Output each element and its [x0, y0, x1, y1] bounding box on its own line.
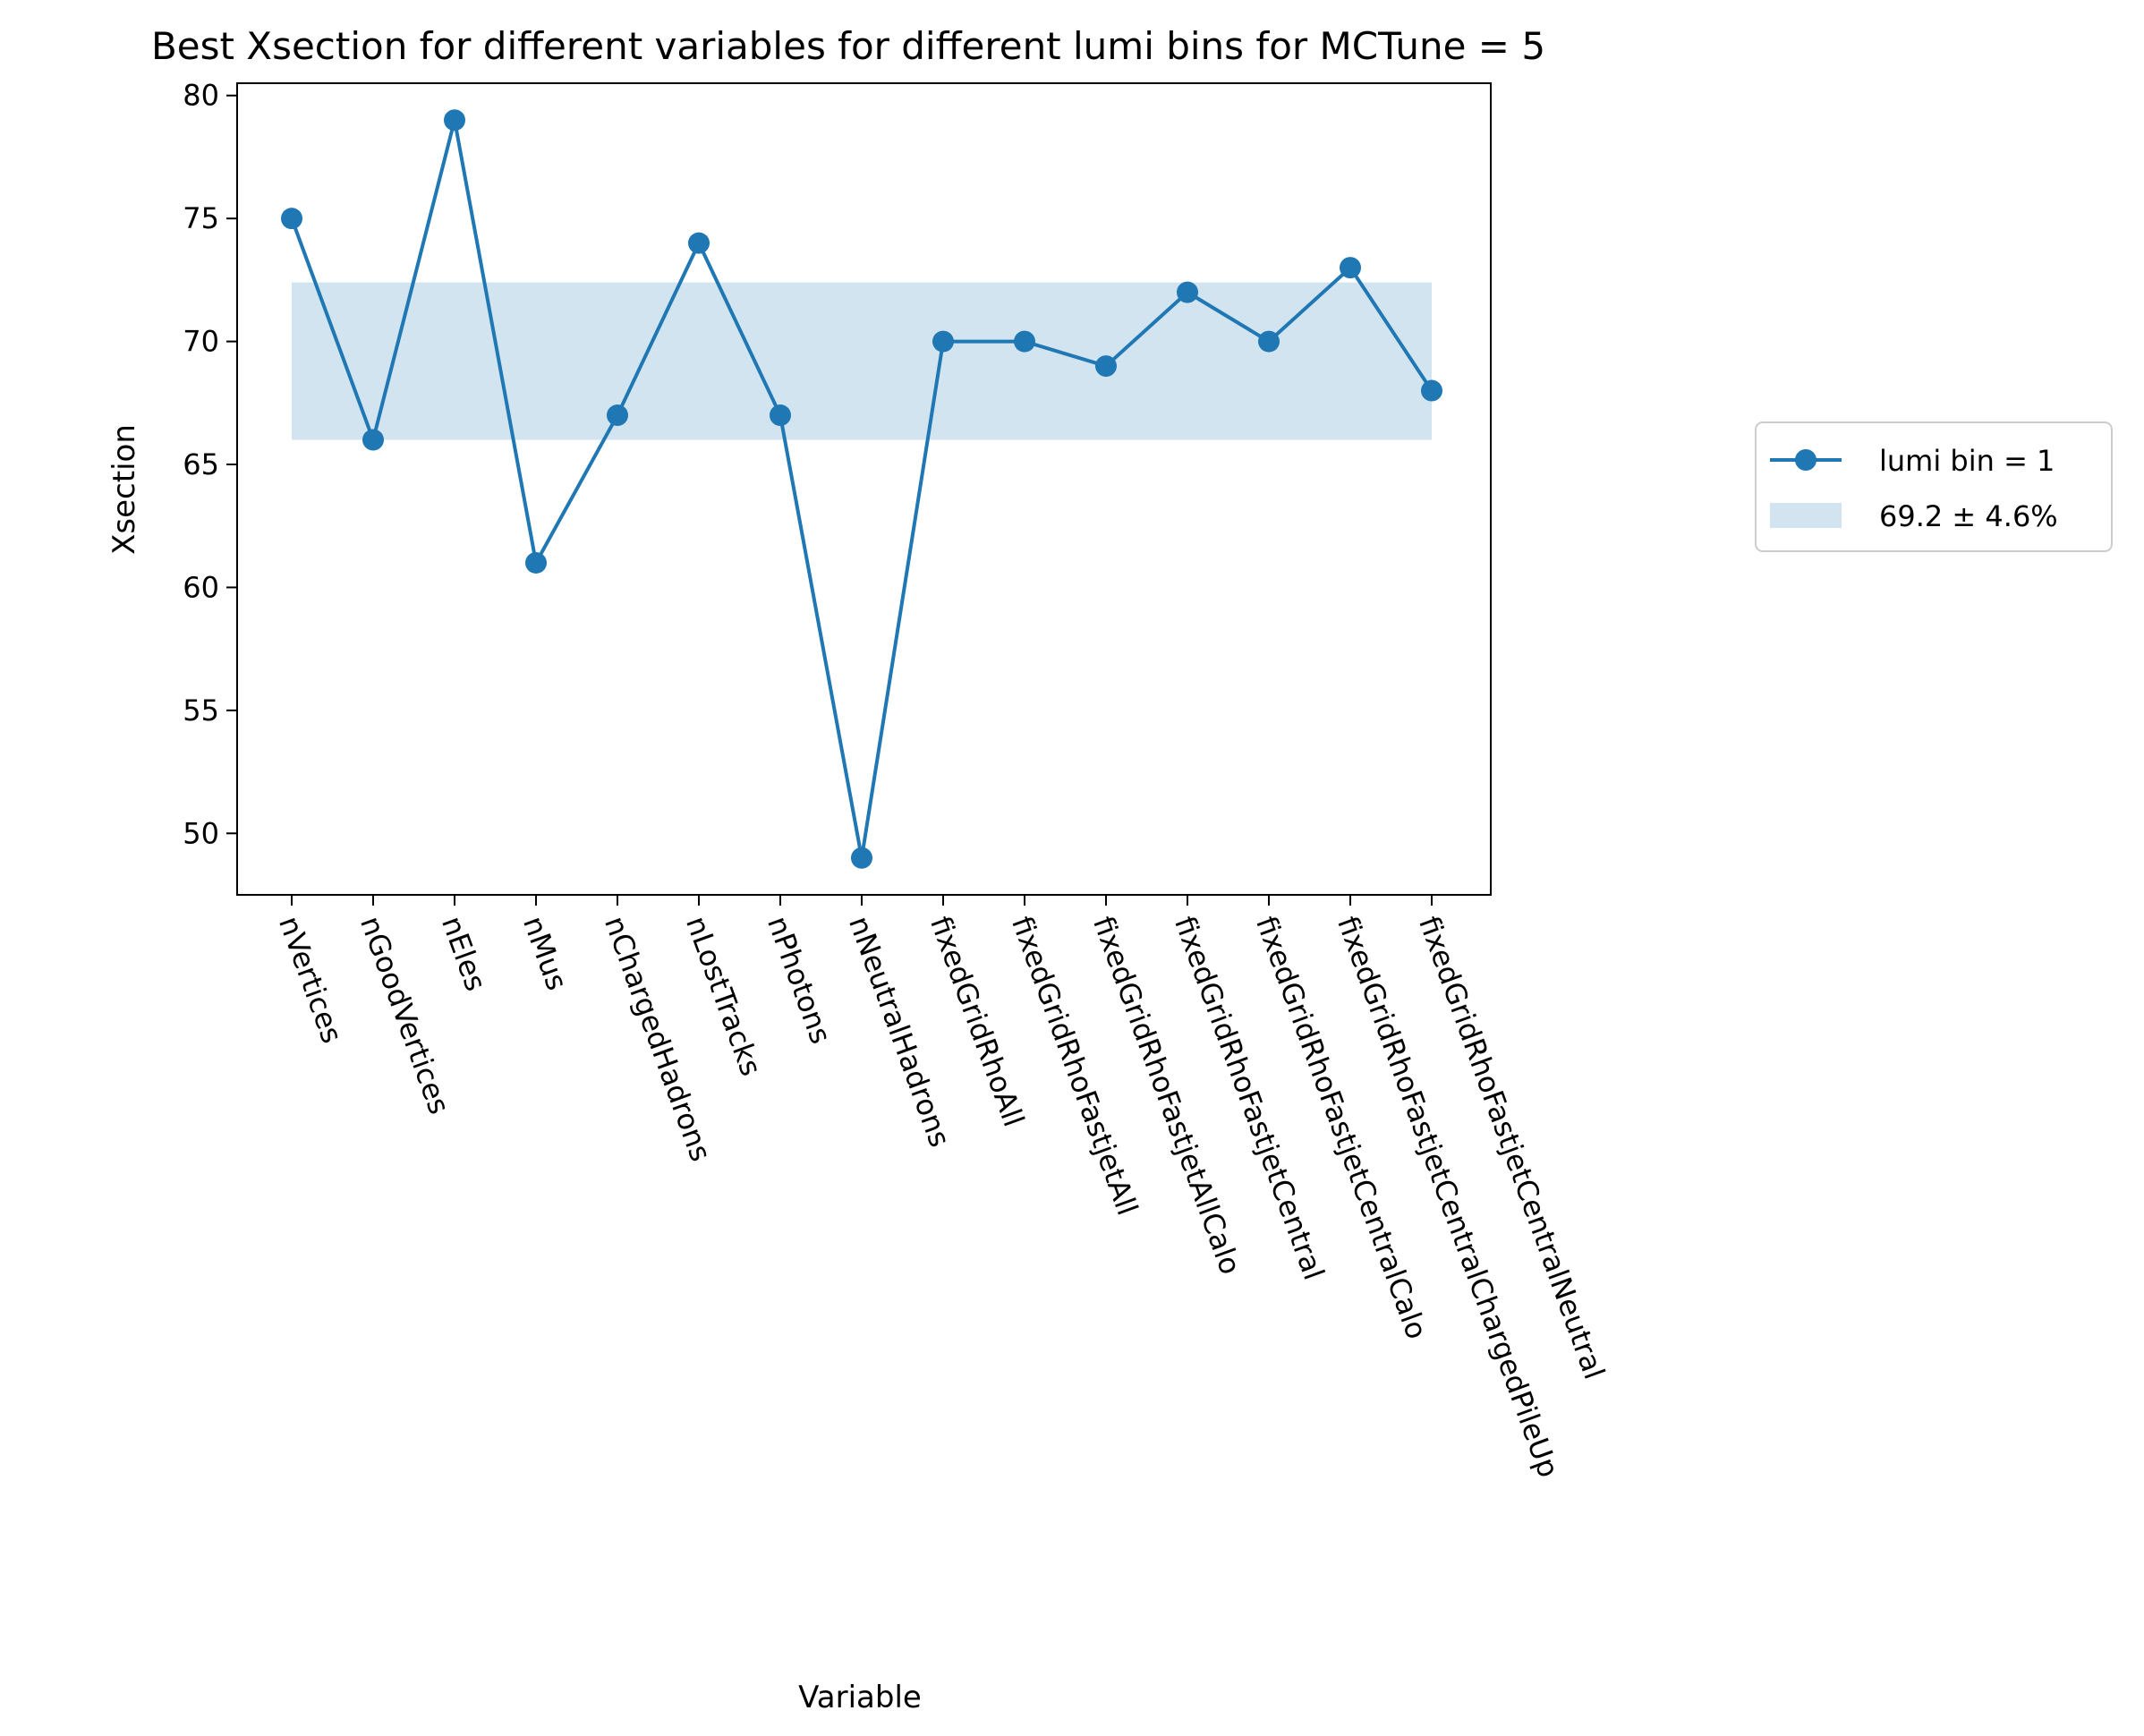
data-point-fixedGridRhoAll [932, 330, 954, 353]
data-point-fixedGridRhoFastjetCentralChargedPileUp [1340, 257, 1361, 279]
data-point-nMus [525, 551, 547, 574]
legend-label-series: lumi bin = 1 [1879, 444, 2055, 478]
y-tick-label-60: 60 [183, 570, 219, 604]
data-point-nNeutralHadrons [851, 847, 872, 869]
band-area [292, 282, 1432, 440]
legend-band-swatch [1770, 503, 1842, 528]
plot-area [281, 109, 1442, 869]
y-tick-label-70: 70 [183, 325, 219, 359]
legend-marker-swatch [1795, 449, 1816, 471]
data-point-fixedGridRhoFastjetAll [1014, 330, 1035, 353]
legend-box [1755, 421, 2113, 552]
y-tick-label-50: 50 [183, 816, 219, 850]
x-axis-label: Variable [798, 1680, 922, 1715]
legend-label-band: 69.2 ± 4.6% [1879, 499, 2058, 533]
y-axis-label: Xsection [106, 424, 142, 555]
y-axis: 50 55 60 65 70 75 80 [183, 79, 237, 850]
data-point-nChargedHadrons [607, 404, 628, 427]
data-point-nPhotons [770, 404, 791, 427]
plot-frame [236, 82, 1492, 896]
data-point-nLostTracks [688, 232, 710, 254]
data-point-nVertices [281, 208, 302, 230]
y-tick-label-80: 80 [183, 79, 219, 113]
data-point-nGoodVertices [362, 429, 384, 451]
legend: lumi bin = 1 69.2 ± 4.6% [1755, 421, 2113, 552]
data-point-fixedGridRhoFastjetCentralCalo [1258, 330, 1280, 353]
chart-title: Best Xsection for different variables fo… [151, 24, 1545, 68]
data-point-fixedGridRhoFastjetAllCalo [1095, 355, 1117, 378]
data-point-fixedGridRhoFastjetCentral [1177, 281, 1198, 303]
y-tick-label-55: 55 [183, 694, 219, 728]
data-point-nEles [444, 109, 465, 132]
y-tick-label-75: 75 [183, 201, 219, 235]
y-tick-label-65: 65 [183, 447, 219, 481]
data-point-fixedGridRhoFastjetCentralNeutral [1421, 379, 1442, 402]
